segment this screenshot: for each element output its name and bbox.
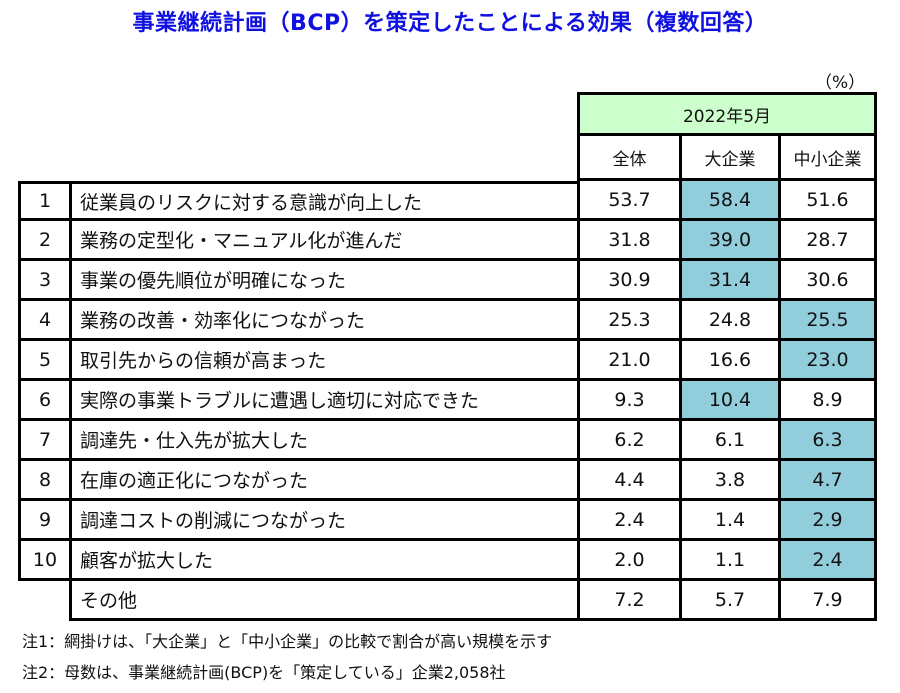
note-2: 注2：母数は、事業継続計画(BCP)を「策定している」企業2,058社 <box>22 663 506 682</box>
table-row: 9 調達コストの削減につながった 2.4 1.4 2.9 <box>0 501 900 541</box>
table-row: 7 調達先・仕入先が拡大した 6.2 6.1 6.3 <box>0 421 900 461</box>
table-row: 8 在庫の適正化につながった 4.4 3.8 4.7 <box>0 461 900 501</box>
value-sme: 25.5 <box>778 301 877 341</box>
row-label: 業務の定型化・マニュアル化が進んだ <box>69 221 577 261</box>
row-number: 3 <box>18 261 69 301</box>
value-sme: 30.6 <box>778 261 877 301</box>
value-sme: 2.4 <box>778 541 877 581</box>
row-label: 従業員のリスクに対する意識が向上した <box>69 181 577 221</box>
row-number: 8 <box>18 461 69 501</box>
column-header-large: 大企業 <box>679 136 778 181</box>
row-number: 2 <box>18 221 69 261</box>
row-number: 1 <box>18 181 69 221</box>
table-row: 3 事業の優先順位が明確になった 30.9 31.4 30.6 <box>0 261 900 301</box>
table-row: 4 業務の改善・効率化につながった 25.3 24.8 25.5 <box>0 301 900 341</box>
value-large: 3.8 <box>679 461 778 501</box>
value-large: 5.7 <box>679 581 778 621</box>
row-label: 顧客が拡大した <box>69 541 577 581</box>
value-total: 25.3 <box>577 301 679 341</box>
value-total: 7.2 <box>577 581 679 621</box>
value-sme: 28.7 <box>778 221 877 261</box>
row-label: 業務の改善・効率化につながった <box>69 301 577 341</box>
value-total: 6.2 <box>577 421 679 461</box>
value-total: 31.8 <box>577 221 679 261</box>
value-total: 53.7 <box>577 181 679 221</box>
row-label: 在庫の適正化につながった <box>69 461 577 501</box>
value-large: 10.4 <box>679 381 778 421</box>
value-large: 1.4 <box>679 501 778 541</box>
value-total: 9.3 <box>577 381 679 421</box>
value-total: 2.0 <box>577 541 679 581</box>
row-number: 7 <box>18 421 69 461</box>
column-header-sme: 中小企業 <box>778 136 877 181</box>
value-sme: 4.7 <box>778 461 877 501</box>
row-number: 10 <box>18 541 69 581</box>
value-total: 21.0 <box>577 341 679 381</box>
row-label: 事業の優先順位が明確になった <box>69 261 577 301</box>
value-sme: 51.6 <box>778 181 877 221</box>
row-label: 実際の事業トラブルに遭遇し適切に対応できた <box>69 381 577 421</box>
row-number: 5 <box>18 341 69 381</box>
row-label: その他 <box>69 581 577 621</box>
table-row: 6 実際の事業トラブルに遭遇し適切に対応できた 9.3 10.4 8.9 <box>0 381 900 421</box>
value-sme: 6.3 <box>778 421 877 461</box>
table-row: 1 従業員のリスクに対する意識が向上した 53.7 58.4 51.6 <box>0 181 900 221</box>
value-large: 16.6 <box>679 341 778 381</box>
table-row: 10 顧客が拡大した 2.0 1.1 2.4 <box>0 541 900 581</box>
row-number: 9 <box>18 501 69 541</box>
row-number: 4 <box>18 301 69 341</box>
period-header: 2022年5月 <box>577 92 877 136</box>
row-number <box>18 581 69 621</box>
note-1: 注1：網掛けは、「大企業」と「中小企業」の比較で割合が高い規模を示す <box>22 632 553 651</box>
value-sme: 23.0 <box>778 341 877 381</box>
value-sme: 2.9 <box>778 501 877 541</box>
value-total: 4.4 <box>577 461 679 501</box>
value-large: 1.1 <box>679 541 778 581</box>
row-label: 調達先・仕入先が拡大した <box>69 421 577 461</box>
table-row: 5 取引先からの信頼が高まった 21.0 16.6 23.0 <box>0 341 900 381</box>
value-total: 30.9 <box>577 261 679 301</box>
value-large: 31.4 <box>679 261 778 301</box>
page-title: 事業継続計画（BCP）を策定したことによる効果（複数回答） <box>132 11 768 36</box>
unit-label: （%） <box>815 73 866 93</box>
value-sme: 8.9 <box>778 381 877 421</box>
value-large: 39.0 <box>679 221 778 261</box>
value-large: 6.1 <box>679 421 778 461</box>
row-number: 6 <box>18 381 69 421</box>
value-large: 58.4 <box>679 181 778 221</box>
row-label: 調達コストの削減につながった <box>69 501 577 541</box>
row-label: 取引先からの信頼が高まった <box>69 341 577 381</box>
value-sme: 7.9 <box>778 581 877 621</box>
value-total: 2.4 <box>577 501 679 541</box>
table-row: 2 業務の定型化・マニュアル化が進んだ 31.8 39.0 28.7 <box>0 221 900 261</box>
value-large: 24.8 <box>679 301 778 341</box>
table-row: その他 7.2 5.7 7.9 <box>0 581 900 621</box>
column-header-total: 全体 <box>577 136 679 181</box>
